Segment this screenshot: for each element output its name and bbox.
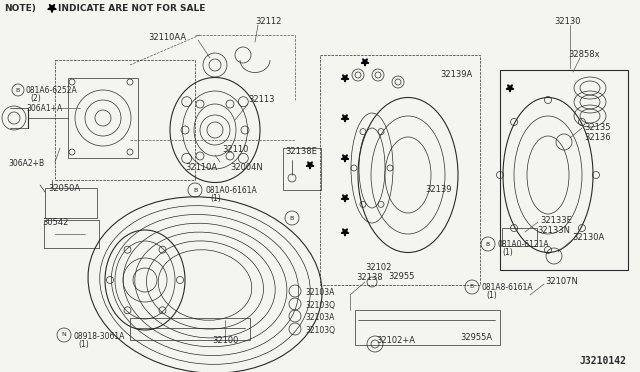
Text: B: B [16, 87, 20, 93]
Text: B: B [470, 285, 474, 289]
Text: 32133N: 32133N [537, 226, 570, 235]
Text: 32102+A: 32102+A [376, 336, 415, 345]
Text: 32133E: 32133E [540, 216, 572, 225]
Text: 32113: 32113 [248, 95, 275, 104]
Text: (1): (1) [486, 291, 497, 300]
Text: 081A0-6161A: 081A0-6161A [205, 186, 257, 195]
Text: 32110AA: 32110AA [148, 33, 186, 42]
Text: 32103Q: 32103Q [305, 301, 335, 310]
Text: 32050A: 32050A [48, 184, 80, 193]
Text: 306A2+B: 306A2+B [8, 159, 44, 168]
Polygon shape [361, 59, 369, 66]
Bar [55, 60, 195, 180]
Text: 32103A: 32103A [305, 313, 334, 322]
Text: 32100: 32100 [212, 336, 238, 345]
Bar [320, 55, 480, 285]
Text: 306A1+A: 306A1+A [26, 104, 62, 113]
Text: (1): (1) [210, 194, 221, 203]
Text: 32130: 32130 [554, 17, 580, 26]
Text: INDICATE ARE NOT FOR SALE: INDICATE ARE NOT FOR SALE [58, 4, 205, 13]
Text: B: B [290, 215, 294, 221]
Text: 32107N: 32107N [545, 277, 578, 286]
Bar [355, 310, 500, 345]
Text: 32004N: 32004N [230, 163, 263, 172]
Bar [500, 70, 628, 270]
Text: (1): (1) [78, 340, 89, 349]
Text: 32858x: 32858x [568, 50, 600, 59]
Text: (2): (2) [30, 94, 41, 103]
Bar [283, 148, 321, 190]
Polygon shape [341, 155, 349, 162]
Bar [130, 318, 250, 340]
Text: B: B [193, 187, 197, 192]
Text: 30542: 30542 [42, 218, 68, 227]
Text: 081A6-6252A: 081A6-6252A [26, 86, 77, 95]
Text: 32135: 32135 [584, 123, 611, 132]
Polygon shape [306, 162, 314, 169]
Text: 32138: 32138 [356, 273, 383, 282]
Text: 32139A: 32139A [440, 70, 472, 79]
Polygon shape [341, 229, 349, 236]
Text: J3210142: J3210142 [579, 356, 626, 366]
Text: B: B [486, 241, 490, 247]
Text: 32110: 32110 [222, 145, 248, 154]
Text: 32102: 32102 [365, 263, 392, 272]
Text: 081A8-6161A: 081A8-6161A [482, 283, 534, 292]
Text: 32103Q: 32103Q [305, 326, 335, 335]
Text: 32130A: 32130A [572, 233, 604, 242]
Bar [45, 188, 97, 218]
Text: 081A0-6121A: 081A0-6121A [498, 240, 550, 249]
Text: (1): (1) [502, 248, 513, 257]
Polygon shape [48, 4, 56, 13]
Polygon shape [341, 195, 349, 202]
Text: 32110A: 32110A [185, 163, 217, 172]
Text: 32138E: 32138E [285, 147, 317, 156]
Text: 32955A: 32955A [460, 333, 492, 342]
Text: 32955: 32955 [388, 272, 414, 281]
Text: 32136: 32136 [584, 133, 611, 142]
Text: 32139: 32139 [425, 185, 451, 194]
Text: 08918-3061A: 08918-3061A [74, 332, 125, 341]
Text: N: N [61, 333, 67, 337]
Polygon shape [506, 85, 514, 92]
Text: 32103A: 32103A [305, 288, 334, 297]
Polygon shape [341, 115, 349, 122]
Text: NOTE): NOTE) [4, 4, 36, 13]
Polygon shape [341, 75, 349, 82]
Bar [68, 78, 138, 158]
Bar [502, 228, 537, 246]
Text: 32112: 32112 [255, 17, 282, 26]
Bar [44, 220, 99, 248]
